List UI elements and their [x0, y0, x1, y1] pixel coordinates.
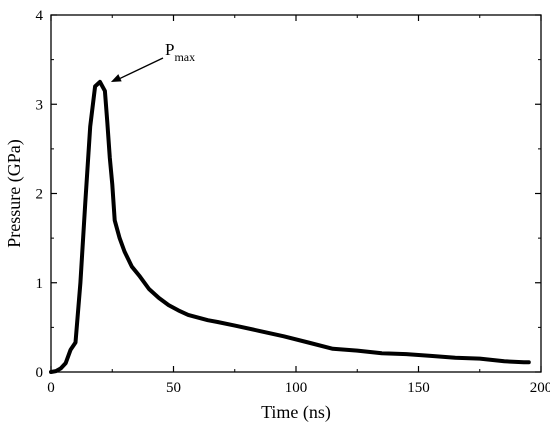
pmax-label: Pmax — [165, 40, 195, 64]
plot-frame — [50, 14, 542, 373]
x-tick-label: 50 — [166, 380, 181, 396]
x-tick-label: 150 — [407, 380, 430, 396]
x-tick-label: 0 — [47, 380, 55, 396]
pmax-arrow-line — [116, 57, 164, 81]
x-axis-label: Time (ns) — [261, 402, 331, 423]
pmax-label-main: P — [165, 40, 174, 59]
y-tick-label: 0 — [36, 365, 44, 381]
y-tick-label: 4 — [36, 8, 44, 24]
x-tick-label: 100 — [285, 380, 308, 396]
y-tick-label: 2 — [36, 187, 44, 203]
x-tick-label: 200 — [530, 380, 550, 396]
ticks-layer — [50, 14, 542, 373]
y-axis-label: Pressure (GPa) — [4, 139, 25, 247]
y-tick-label: 1 — [36, 276, 44, 292]
plot-area — [49, 14, 542, 374]
pmax-annotation: Pmax — [110, 40, 195, 82]
tick-labels: 0 50 100 150 200 0 1 2 3 4 — [36, 8, 550, 396]
y-tick-label: 3 — [36, 97, 44, 113]
pmax-arrow-head — [110, 74, 122, 82]
pmax-label-subscript: max — [174, 50, 195, 64]
pressure-series-line — [49, 79, 531, 374]
